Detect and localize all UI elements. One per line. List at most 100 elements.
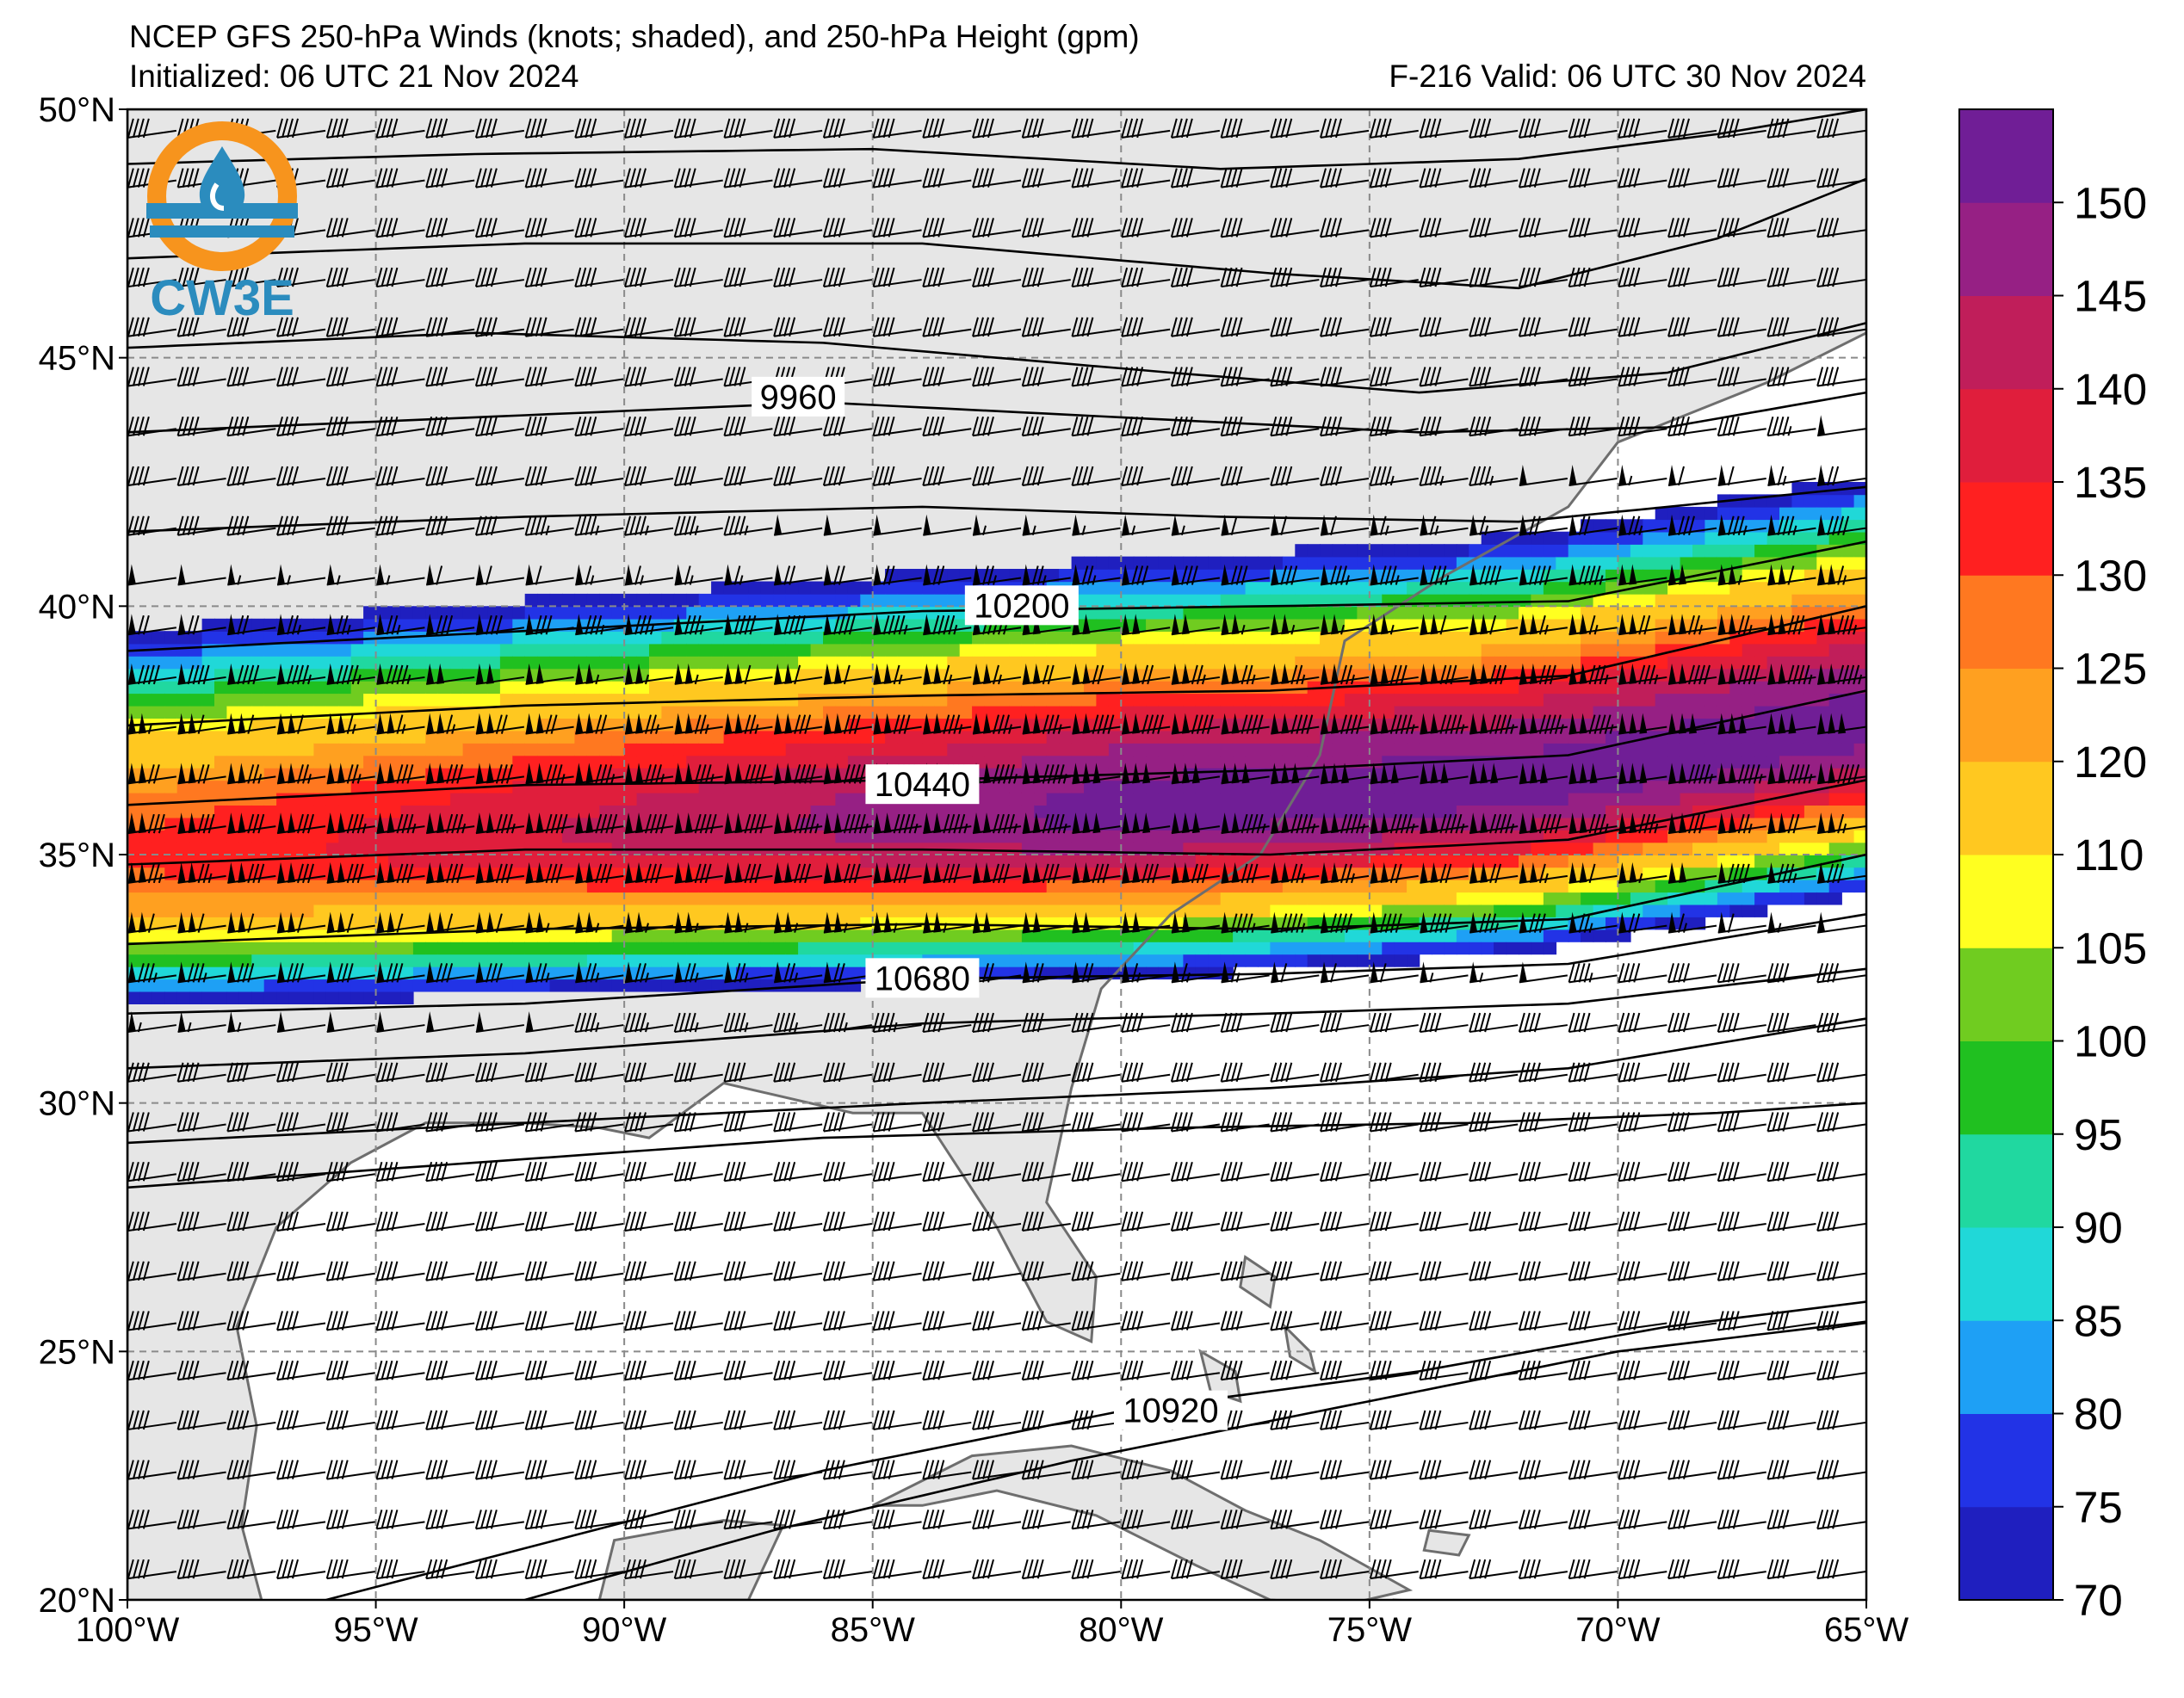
speed-cell	[338, 805, 352, 818]
speed-cell	[574, 643, 588, 657]
speed-cell	[549, 743, 563, 756]
speed-cell	[661, 730, 675, 744]
speed-cell	[562, 892, 576, 905]
speed-cell	[1270, 904, 1284, 917]
speed-cell	[512, 656, 526, 670]
speed-cell	[1705, 855, 1718, 868]
speed-cell	[748, 631, 762, 645]
speed-cell	[860, 606, 874, 620]
speed-cell	[1717, 743, 1731, 756]
speed-cell	[1096, 892, 1110, 905]
figure-title: NCEP GFS 250-hPa Winds (knots; shaded), …	[129, 19, 1140, 54]
speed-cell	[512, 954, 526, 967]
speed-cell	[823, 593, 837, 608]
speed-cell	[1519, 842, 1532, 855]
speed-cell	[1419, 842, 1432, 855]
speed-cell	[1556, 842, 1569, 855]
speed-cell	[984, 643, 998, 657]
speed-cell	[1009, 743, 1023, 756]
speed-cell	[164, 705, 178, 719]
speed-cell	[164, 942, 178, 955]
speed-cell	[1307, 830, 1321, 843]
speed-cell	[1828, 643, 1842, 657]
speed-cell	[773, 593, 787, 608]
speed-cell	[686, 904, 700, 917]
speed-cell	[375, 792, 389, 806]
speed-cell	[1320, 544, 1333, 558]
speed-cell	[400, 606, 414, 620]
speed-cell	[214, 892, 228, 905]
speed-cell	[1009, 792, 1023, 806]
speed-cell	[1108, 705, 1123, 719]
speed-cell	[450, 805, 464, 818]
speed-cell	[1655, 705, 1668, 719]
speed-cell	[599, 593, 613, 608]
speed-cell	[475, 904, 489, 917]
speed-cell	[872, 593, 886, 608]
speed-cell	[1357, 855, 1370, 868]
speed-cell	[1108, 730, 1123, 744]
speed-cell	[251, 892, 265, 905]
speed-cell	[984, 942, 998, 955]
speed-cell	[1382, 904, 1395, 917]
speed-cell	[910, 631, 924, 645]
speed-cell	[201, 680, 215, 695]
speed-cell	[524, 656, 538, 670]
speed-cell	[1419, 904, 1432, 917]
speed-cell	[1021, 755, 1036, 769]
speed-cell	[760, 830, 775, 843]
speed-cell	[1766, 643, 1780, 657]
speed-cell	[388, 693, 402, 707]
speed-cell	[823, 656, 837, 670]
speed-cell	[1009, 730, 1023, 744]
speed-cell	[1059, 792, 1073, 806]
speed-cell	[1853, 593, 1866, 608]
speed-cell	[214, 680, 228, 695]
speed-cell	[1456, 929, 1470, 942]
speed-cell	[338, 842, 352, 855]
speed-cell	[959, 892, 973, 905]
speed-cell	[524, 904, 538, 917]
speed-cell	[636, 792, 650, 806]
speed-cell	[288, 942, 302, 955]
speed-cell	[1357, 904, 1370, 917]
speed-cell	[1506, 904, 1519, 917]
speed-cell	[475, 656, 489, 670]
speed-cell	[736, 593, 750, 608]
speed-cell	[698, 643, 712, 657]
speed-cell	[1469, 643, 1482, 657]
speed-cell	[139, 954, 153, 967]
speed-cell	[860, 631, 874, 645]
speed-cell	[636, 904, 650, 917]
speed-cell	[1158, 855, 1172, 868]
speed-cell	[1531, 593, 1544, 608]
speed-cell	[338, 643, 352, 657]
speed-cell	[773, 606, 787, 620]
speed-cell	[1258, 904, 1271, 917]
speed-cell	[1419, 593, 1432, 608]
speed-cell	[1568, 544, 1581, 558]
speed-cell	[1332, 743, 1346, 756]
speed-cell	[1754, 506, 1768, 521]
speed-cell	[847, 929, 862, 942]
speed-cell	[1258, 942, 1271, 955]
speed-cell	[412, 805, 427, 818]
speed-cell	[1407, 879, 1420, 893]
speed-cell	[1618, 755, 1631, 769]
speed-cell	[1071, 842, 1085, 855]
speed-cell	[1729, 643, 1743, 657]
speed-cell	[1059, 780, 1073, 793]
speed-cell	[512, 929, 526, 942]
speed-cell	[611, 606, 625, 620]
speed-cell	[263, 879, 277, 893]
speed-cell	[562, 929, 576, 942]
speed-cell	[810, 680, 824, 695]
speed-cell	[1643, 544, 1656, 558]
speed-cell	[1357, 892, 1370, 905]
speed-cell	[910, 730, 924, 744]
speed-cell	[1071, 693, 1085, 707]
speed-cell	[1071, 805, 1085, 818]
speed-cell	[1456, 805, 1470, 818]
speed-cell	[636, 743, 650, 756]
speed-cell	[1332, 544, 1346, 558]
